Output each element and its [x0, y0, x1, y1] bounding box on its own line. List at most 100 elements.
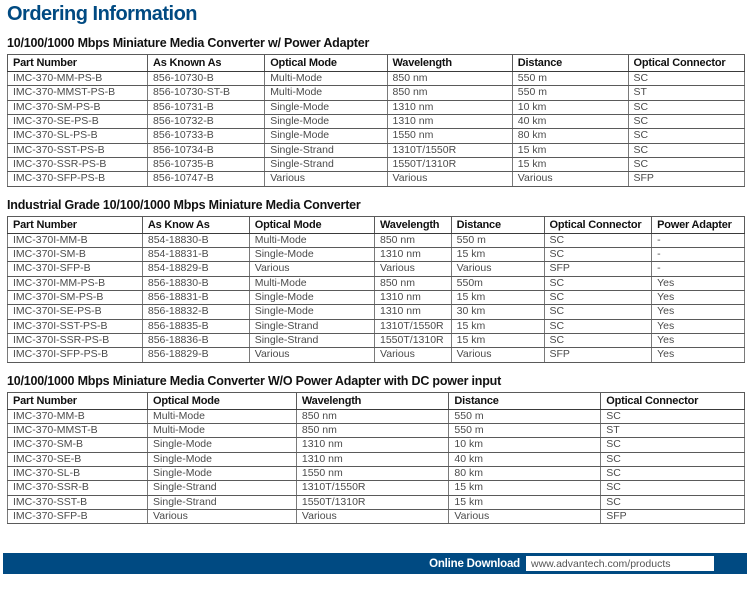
table-row: IMC-370I-SE-PS-B 856-18832-B Single-Mode 13… — [7, 304, 745, 320]
table-cell: Multi-Mode — [264, 70, 388, 87]
table-cell: 550 m — [511, 85, 629, 101]
column-header: Distance — [511, 54, 629, 72]
table-cell: Yes — [651, 304, 745, 320]
table-cell: Single-Mode — [248, 246, 376, 263]
table-cell: 1310T/1550R — [295, 480, 450, 496]
table-cell: SC — [543, 318, 653, 334]
table-cell: SC — [543, 275, 653, 291]
table-cell: 15 km — [448, 494, 602, 510]
table-cell: Yes — [651, 347, 745, 363]
table-cell: 15 km — [511, 156, 629, 173]
table-cell: SC — [627, 70, 745, 87]
table-header-row: Part Number Optical Mode Wavelength Distanc… — [6, 391, 745, 410]
table-header-row: Part Number As Known As Optical Mode Wavele… — [6, 54, 745, 72]
table-cell: 1310 nm — [295, 451, 450, 467]
column-header: Optical Connector — [627, 54, 745, 72]
table-cell: Yes — [651, 332, 745, 349]
table-cell: - — [651, 246, 745, 263]
table-cell: Single-Mode — [248, 304, 376, 320]
table-cell: 856-10730-ST-B — [147, 85, 266, 101]
table-cell: ST — [627, 85, 745, 101]
table-cell: - — [651, 261, 745, 277]
table-cell: 1310 nm — [295, 437, 450, 453]
table-cell: SFP — [627, 171, 745, 187]
table-cell: Multi-Mode — [147, 408, 297, 424]
table-cell: Various — [511, 171, 629, 187]
table-cell: 850 nm — [374, 232, 452, 248]
table-cell: 1310 nm — [374, 246, 452, 263]
column-header: Optical Connector — [600, 391, 745, 410]
table-cell: IMC-370I-SSR-PS-B — [7, 332, 143, 349]
section-heading: 10/100/1000 Mbps Miniature Media Convert… — [7, 36, 370, 50]
table-cell: 1550T/1310R — [374, 332, 452, 349]
table-cell: 10 km — [511, 99, 629, 115]
table-cell: 850 nm — [295, 422, 450, 439]
table-cell: 1310 nm — [374, 289, 452, 306]
table-cell: SC — [600, 480, 745, 496]
table-row: IMC-370-SE-B Single-Mode 1310 nm 40 km SC — [6, 451, 745, 467]
ordering-table-dc-power: Part Number Optical Mode Wavelength Distanc… — [6, 391, 745, 525]
table-cell: IMC-370-SL-PS-B — [6, 128, 149, 144]
table-cell: IMC-370-SFP-PS-B — [6, 171, 149, 187]
table-cell: 850 nm — [386, 70, 513, 87]
table-cell: 856-10730-B — [147, 70, 266, 87]
table-cell: 15 km — [450, 318, 545, 334]
table-cell: 15 km — [450, 332, 545, 349]
table-cell: 854-18831-B — [141, 246, 250, 263]
table-cell: 550 m — [448, 422, 602, 439]
table-cell: IMC-370-SM-PS-B — [6, 99, 149, 115]
column-header: As Known As — [147, 54, 266, 72]
ordering-table-industrial-grade: Part Number As Know As Optical Mode Wavelen… — [7, 215, 745, 363]
table-cell: 856-10731-B — [147, 99, 266, 115]
section-heading: 10/100/1000 Mbps Miniature Media Convert… — [7, 373, 502, 388]
column-header: Part Number — [7, 215, 143, 234]
table-cell: 856-18829-B — [141, 347, 250, 363]
table-cell: Yes — [651, 318, 745, 334]
table-cell: Single-Strand — [147, 480, 297, 496]
column-header: Wavelength — [386, 54, 513, 72]
table-cell: IMC-370I-SE-PS-B — [7, 304, 143, 320]
table-row: IMC-370I-MM-B 854-18830-B Multi-Mode 850 nm… — [7, 232, 745, 248]
table-cell: Multi-Mode — [248, 275, 376, 291]
table-cell: Various — [374, 261, 452, 277]
table-cell: Various — [450, 261, 545, 277]
table-cell: 850 nm — [374, 275, 452, 291]
table-cell: SC — [600, 451, 745, 467]
table-cell: 80 km — [511, 128, 629, 144]
table-cell: SC — [543, 304, 653, 320]
table-cell: Single-Mode — [248, 289, 376, 306]
table-cell: SC — [600, 408, 745, 424]
table-cell: 1550T/1310R — [295, 494, 450, 510]
table-cell: Yes — [651, 275, 745, 291]
table-cell: Various — [295, 508, 450, 525]
table-row: IMC-370-SSR-B Single-Strand 1310T/1550R 15 … — [6, 480, 745, 496]
table-cell: SC — [543, 246, 653, 263]
table-cell: SC — [543, 332, 653, 349]
table-cell: 856-18836-B — [141, 332, 250, 349]
section-industrial-grade-converter: Industrial Grade 10/100/1000 Mbps Miniat… — [7, 198, 745, 363]
table-cell: IMC-370I-MM-B — [7, 232, 143, 248]
table-cell: Various — [248, 347, 376, 363]
table-cell: Single-Mode — [264, 128, 388, 144]
table-row: IMC-370I-SFP-B 854-18829-B Various Various V… — [7, 261, 745, 277]
table-cell: Single-Strand — [264, 156, 388, 173]
table-cell: SC — [627, 128, 745, 144]
table-cell: Single-Strand — [147, 494, 297, 510]
table-cell: 550 m — [448, 408, 602, 424]
table-cell: IMC-370-SE-B — [6, 451, 149, 467]
section-converter-with-power-adapter: 10/100/1000 Mbps Miniature Media Convert… — [6, 36, 745, 187]
table-cell: SC — [543, 289, 653, 306]
table-cell: 1310 nm — [374, 304, 452, 320]
table-row: IMC-370-SE-PS-B 856-10732-B Single-Mode 131… — [6, 113, 745, 130]
table-cell: IMC-370-SE-PS-B — [6, 113, 149, 130]
column-header: Power Adapter — [651, 215, 745, 234]
column-header: Distance — [448, 391, 602, 410]
table-cell: 15 km — [450, 246, 545, 263]
table-cell: SC — [543, 232, 653, 248]
table-cell: IMC-370-MM-PS-B — [6, 70, 149, 87]
table-cell: 850 nm — [295, 408, 450, 424]
table-row: IMC-370I-SST-PS-B 856-18835-B Single-Stran… — [7, 318, 745, 334]
table-cell: Various — [264, 171, 388, 187]
table-cell: 856-10735-B — [147, 156, 266, 173]
